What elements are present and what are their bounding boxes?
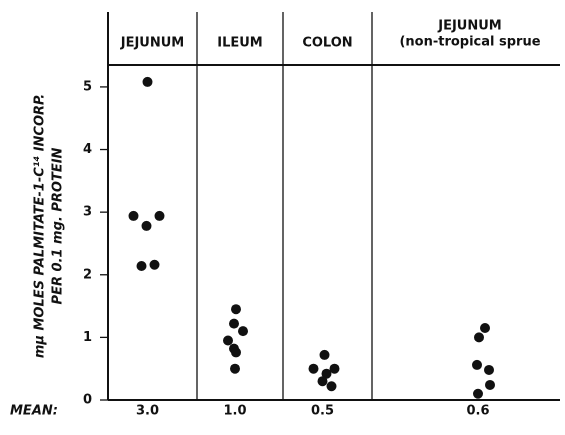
y-axis-label: mμ MOLES PALMITATE-1-C¹⁴ INCORP.: [33, 94, 48, 358]
category-label: COLON: [302, 36, 352, 51]
y-tick-label: 1: [83, 330, 92, 345]
y-tick-label: 5: [83, 79, 92, 94]
category-label: ILEUM: [217, 36, 263, 51]
data-point: [238, 326, 248, 337]
data-point: [231, 304, 241, 315]
mean-value: 0.6: [466, 404, 489, 419]
data-point: [484, 364, 494, 375]
y-axis-label: PER 0.1 mg. PROTEIN: [51, 147, 66, 304]
data-point: [319, 349, 330, 360]
data-point: [229, 318, 239, 329]
data-point: [230, 363, 240, 374]
mean-value: 3.0: [136, 404, 159, 419]
y-tick-label: 2: [83, 267, 92, 282]
data-point: [136, 261, 147, 271]
data-point: [317, 376, 328, 387]
data-point: [480, 322, 490, 333]
data-point: [149, 259, 160, 270]
y-tick-label: 4: [83, 142, 92, 157]
data-point: [485, 379, 495, 390]
data-point: [154, 210, 165, 221]
mean-value: 1.0: [223, 404, 246, 419]
y-tick-label: 3: [83, 205, 92, 220]
mean-label: MEAN:: [10, 404, 58, 419]
data-point: [472, 359, 482, 370]
data-point: [474, 332, 484, 343]
data-point: [128, 210, 139, 221]
category-label: JEJUNUM: [437, 19, 501, 34]
data-point: [223, 335, 233, 346]
mean-value: 0.5: [311, 404, 334, 419]
y-tick-label: 0: [83, 393, 92, 408]
data-point: [329, 363, 340, 374]
data-point: [142, 76, 153, 87]
data-point: [231, 347, 241, 358]
data-point: [308, 363, 319, 374]
category-label: JEJUNUM: [120, 36, 184, 51]
category-label: (non-tropical sprue: [399, 35, 540, 50]
data-point: [326, 381, 337, 392]
data-point: [473, 388, 483, 399]
data-point: [321, 368, 332, 379]
data-point: [141, 220, 152, 231]
